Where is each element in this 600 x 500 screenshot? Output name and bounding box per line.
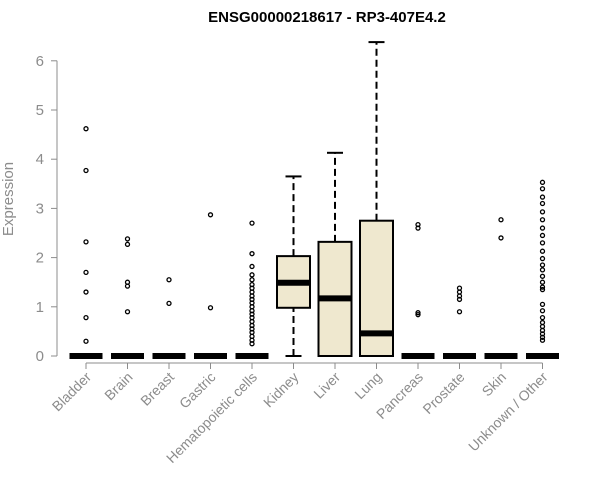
box-group-bladder (69, 126, 103, 359)
box-group-prostate (443, 285, 476, 359)
outlier-point (124, 283, 131, 289)
plot-area (69, 41, 559, 359)
box-group-skin (484, 217, 518, 359)
y-tick-label: 1 (36, 299, 44, 316)
x-tick-label: Breast (137, 369, 177, 409)
y-tick-label: 5 (36, 102, 44, 119)
outlier-point (539, 186, 546, 192)
outlier-point (539, 267, 546, 273)
outlier-point (539, 273, 546, 279)
outlier-point (539, 337, 546, 343)
outlier-point (249, 220, 255, 226)
box-group-liver (317, 151, 353, 357)
x-tick-label: Bladder (49, 369, 95, 415)
outlier-point (83, 314, 89, 321)
outlier-point (539, 301, 546, 307)
x-tick-label: Kidney (260, 369, 302, 411)
outlier-point (83, 289, 89, 295)
outlier-point (539, 225, 546, 231)
x-tick-label: Unknown / Other (465, 369, 551, 455)
x-tick-label: Skin (479, 369, 510, 400)
box-group-pancreas (401, 221, 435, 359)
outlier-point (415, 310, 421, 316)
outlier-point (456, 309, 463, 315)
box-group-lung (359, 41, 394, 357)
outlier-point (539, 194, 546, 200)
box-group-unknown-other (526, 179, 559, 359)
outlier-point (456, 296, 463, 303)
box-group-hematopoietic-cells (235, 220, 269, 359)
outlier-point (539, 314, 546, 321)
outlier-point (124, 241, 131, 247)
outlier-point (124, 236, 131, 242)
y-axis-label: Expression (0, 162, 17, 236)
outlier-point (539, 232, 546, 239)
box-group-gastric (194, 212, 227, 359)
outlier-point (539, 334, 546, 340)
y-tick-label: 0 (36, 348, 44, 365)
x-tick-label: Liver (310, 369, 343, 402)
outlier-point (539, 179, 546, 185)
x-tick-label: Brain (101, 369, 135, 403)
outlier-point (207, 212, 214, 218)
outlier-point (539, 217, 546, 223)
outlier-point (539, 200, 546, 207)
outlier-point (415, 225, 421, 231)
y-tick-label: 6 (36, 53, 44, 70)
x-tick-label: Prostate (419, 369, 467, 417)
outlier-point (249, 341, 255, 347)
outlier-point (83, 167, 89, 174)
outlier-point (207, 305, 214, 311)
outlier-point (539, 209, 546, 215)
y-axis: 0 1 2 3 4 5 6 (36, 53, 58, 365)
outlier-point (249, 251, 255, 257)
outlier-point (166, 277, 172, 283)
outlier-point (249, 272, 255, 278)
outlier-point (124, 309, 131, 315)
x-tick-label: Lung (351, 369, 384, 402)
outlier-point (539, 286, 546, 293)
outlier-point (539, 284, 546, 290)
outlier-point (498, 235, 504, 241)
chart-title: ENSG00000218617 - RP3-407E4.2 (208, 9, 446, 26)
box-group-kidney (276, 175, 311, 357)
outlier-point (83, 269, 89, 276)
outlier-point (539, 248, 546, 254)
outlier-point (249, 263, 255, 270)
outlier-point (539, 308, 546, 314)
outlier-point (415, 312, 421, 318)
outlier-point (83, 239, 89, 245)
outlier-point (539, 240, 546, 246)
outlier-point (539, 279, 546, 285)
y-tick-label: 4 (36, 151, 44, 168)
outlier-point (249, 277, 255, 283)
y-tick-label: 3 (36, 200, 44, 217)
outlier-point (83, 338, 89, 344)
outlier-point (83, 126, 89, 132)
y-tick-label: 2 (36, 250, 44, 267)
outlier-point (166, 300, 172, 307)
box-group-breast (152, 277, 186, 359)
box-group-brain (111, 236, 144, 359)
outlier-point (539, 262, 546, 268)
outlier-point (498, 217, 504, 223)
outlier-point (539, 255, 546, 262)
